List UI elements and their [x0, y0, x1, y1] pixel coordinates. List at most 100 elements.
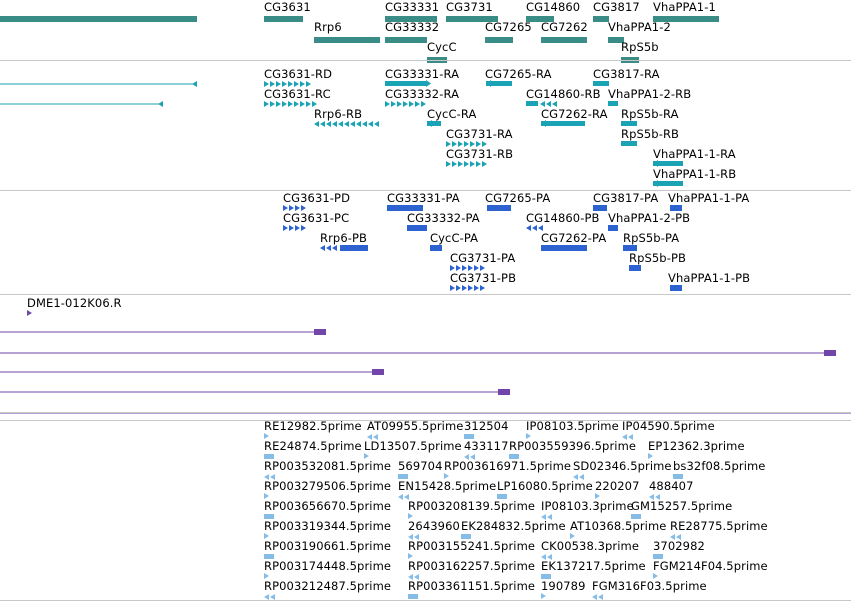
est-glyph[interactable]	[461, 534, 471, 539]
gene-glyph[interactable]	[526, 16, 554, 22]
protein-glyph[interactable]	[629, 265, 641, 271]
est-glyph[interactable]	[547, 514, 552, 520]
transcript-exon[interactable]	[350, 121, 355, 127]
transcript-end-arrow[interactable]	[426, 80, 431, 87]
transcript-exon[interactable]	[608, 101, 618, 106]
transcript-exon[interactable]	[397, 101, 402, 107]
protein-glyph[interactable]	[468, 285, 473, 291]
protein-glyph[interactable]	[295, 205, 300, 211]
gene-glyph[interactable]	[653, 16, 719, 22]
transcript-exon[interactable]	[653, 161, 683, 166]
transcript-exon[interactable]	[264, 81, 269, 87]
est-glyph[interactable]	[541, 574, 551, 579]
transcript-end-arrow[interactable]	[541, 120, 546, 127]
protein-glyph[interactable]	[430, 245, 442, 251]
gene-glyph[interactable]	[385, 37, 427, 43]
est-glyph[interactable]	[367, 434, 372, 440]
protein-glyph[interactable]	[480, 285, 485, 291]
transcript-exon[interactable]	[621, 141, 637, 146]
transcript-exon[interactable]	[403, 101, 408, 107]
protein-glyph[interactable]	[462, 285, 467, 291]
est-glyph[interactable]	[541, 514, 546, 520]
protein-glyph[interactable]	[670, 285, 682, 291]
est-glyph[interactable]	[541, 554, 546, 560]
protein-glyph[interactable]	[541, 245, 587, 251]
transcript-exon[interactable]	[270, 101, 275, 107]
est-glyph[interactable]	[628, 434, 633, 440]
transcript-exon[interactable]	[288, 101, 293, 107]
protein-glyph[interactable]	[301, 205, 306, 211]
transcript-exon[interactable]	[300, 81, 305, 87]
transcript-exon[interactable]	[320, 121, 325, 127]
protein-glyph[interactable]	[320, 245, 325, 251]
est-glyph[interactable]	[264, 533, 269, 539]
transcript-exon[interactable]	[332, 121, 337, 127]
protein-glyph[interactable]	[456, 265, 461, 271]
protein-glyph[interactable]	[301, 225, 306, 231]
est-glyph[interactable]	[631, 514, 641, 519]
est-glyph[interactable]	[264, 594, 269, 600]
transcript-exon[interactable]	[446, 141, 451, 147]
est-glyph[interactable]	[655, 494, 660, 500]
transcript-exon[interactable]	[470, 161, 475, 167]
protein-glyph[interactable]	[526, 225, 531, 231]
est-glyph[interactable]	[464, 454, 469, 460]
protein-glyph[interactable]	[407, 225, 427, 231]
transcript-exon[interactable]	[294, 101, 299, 107]
est-glyph[interactable]	[408, 513, 413, 519]
est-glyph[interactable]	[622, 434, 627, 440]
est-glyph[interactable]	[264, 474, 269, 480]
transcript-exon[interactable]	[526, 101, 538, 106]
est-glyph[interactable]	[509, 454, 519, 459]
est-glyph[interactable]	[264, 514, 274, 519]
transcript-exon[interactable]	[482, 141, 487, 147]
est-glyph[interactable]	[264, 433, 269, 439]
protein-glyph[interactable]	[340, 245, 368, 251]
transcript-exon[interactable]	[421, 101, 426, 107]
est-glyph[interactable]	[414, 534, 419, 540]
protein-glyph[interactable]	[474, 285, 479, 291]
gene-glyph[interactable]	[593, 16, 609, 22]
clone-end[interactable]	[824, 350, 836, 356]
transcript-exon[interactable]	[552, 101, 557, 107]
transcript-exon[interactable]	[294, 81, 299, 87]
transcript-exon[interactable]	[306, 101, 311, 107]
est-glyph[interactable]	[464, 434, 474, 439]
gene-glyph[interactable]	[0, 16, 197, 22]
transcript-exon[interactable]	[385, 101, 390, 107]
protein-glyph[interactable]	[468, 265, 473, 271]
clone-end[interactable]	[498, 389, 510, 395]
est-glyph[interactable]	[264, 554, 274, 559]
transcript-exon[interactable]	[476, 141, 481, 147]
protein-glyph[interactable]	[283, 205, 288, 211]
gene-glyph[interactable]	[314, 37, 380, 43]
protein-glyph[interactable]	[295, 225, 300, 231]
transcript-exon[interactable]	[368, 121, 373, 127]
est-glyph[interactable]	[570, 533, 575, 539]
protein-glyph[interactable]	[289, 225, 294, 231]
transcript-end-arrow[interactable]	[486, 80, 491, 87]
protein-glyph[interactable]	[474, 265, 479, 271]
transcript-exon[interactable]	[282, 101, 287, 107]
est-glyph[interactable]	[373, 434, 378, 440]
protein-glyph[interactable]	[538, 225, 543, 231]
transcript-exon[interactable]	[464, 161, 469, 167]
transcript-exon[interactable]	[306, 81, 311, 87]
transcript-exon[interactable]	[276, 101, 281, 107]
est-glyph[interactable]	[404, 494, 409, 500]
gene-glyph[interactable]	[264, 16, 303, 22]
transcript-exon[interactable]	[593, 81, 609, 86]
gene-glyph[interactable]	[541, 37, 587, 43]
transcript-exon[interactable]	[270, 81, 275, 87]
transcript-exon[interactable]	[362, 121, 367, 127]
est-glyph[interactable]	[470, 454, 475, 460]
transcript-exon[interactable]	[282, 81, 287, 87]
est-glyph[interactable]	[264, 493, 269, 499]
gene-glyph[interactable]	[446, 16, 498, 22]
transcript-end-arrow[interactable]	[653, 180, 658, 187]
protein-glyph[interactable]	[462, 265, 467, 271]
clone-end[interactable]	[372, 369, 384, 375]
est-glyph[interactable]	[398, 494, 403, 500]
transcript-exon[interactable]	[312, 101, 317, 107]
transcript-exon[interactable]	[326, 121, 331, 127]
